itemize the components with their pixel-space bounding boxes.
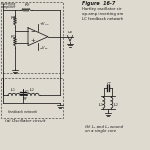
Text: LC feedback network: LC feedback network — [82, 17, 123, 21]
Text: $u_o$: $u_o$ — [67, 30, 74, 36]
Bar — [1, 78, 63, 118]
Text: op-amp inverting am: op-amp inverting am — [82, 12, 123, 16]
Bar — [1, 2, 63, 74]
Text: $L_1$: $L_1$ — [10, 87, 16, 94]
Text: Hartley oscillator cir: Hartley oscillator cir — [82, 7, 122, 11]
Text: $R_2$: $R_2$ — [9, 34, 16, 41]
Text: $M$: $M$ — [22, 95, 27, 102]
Text: $-V_{EE}$: $-V_{EE}$ — [39, 45, 49, 52]
Text: $R_f$: $R_f$ — [24, 2, 31, 9]
Text: feedback network: feedback network — [8, 110, 37, 114]
Text: $C_T$: $C_T$ — [106, 80, 113, 88]
Text: $R_1$: $R_1$ — [9, 15, 16, 22]
Text: inverting: inverting — [2, 2, 16, 6]
Text: $C_1$: $C_1$ — [24, 88, 30, 96]
Text: (b) L₁ and L₂ wound: (b) L₁ and L₂ wound — [85, 125, 123, 129]
Text: $L_2$: $L_2$ — [113, 101, 119, 109]
Text: on a single core: on a single core — [85, 129, 116, 133]
Text: $-$: $-$ — [30, 28, 36, 33]
Text: $+V_{CC}$: $+V_{CC}$ — [39, 21, 50, 28]
Text: Figure  16-7: Figure 16-7 — [82, 1, 115, 6]
Text: $+$: $+$ — [30, 36, 36, 44]
Text: (a) Oscillator circuit: (a) Oscillator circuit — [5, 119, 45, 123]
Text: $L_2$: $L_2$ — [29, 87, 35, 94]
Text: $L_1$: $L_1$ — [98, 101, 104, 109]
Text: amplifier: amplifier — [2, 5, 16, 9]
